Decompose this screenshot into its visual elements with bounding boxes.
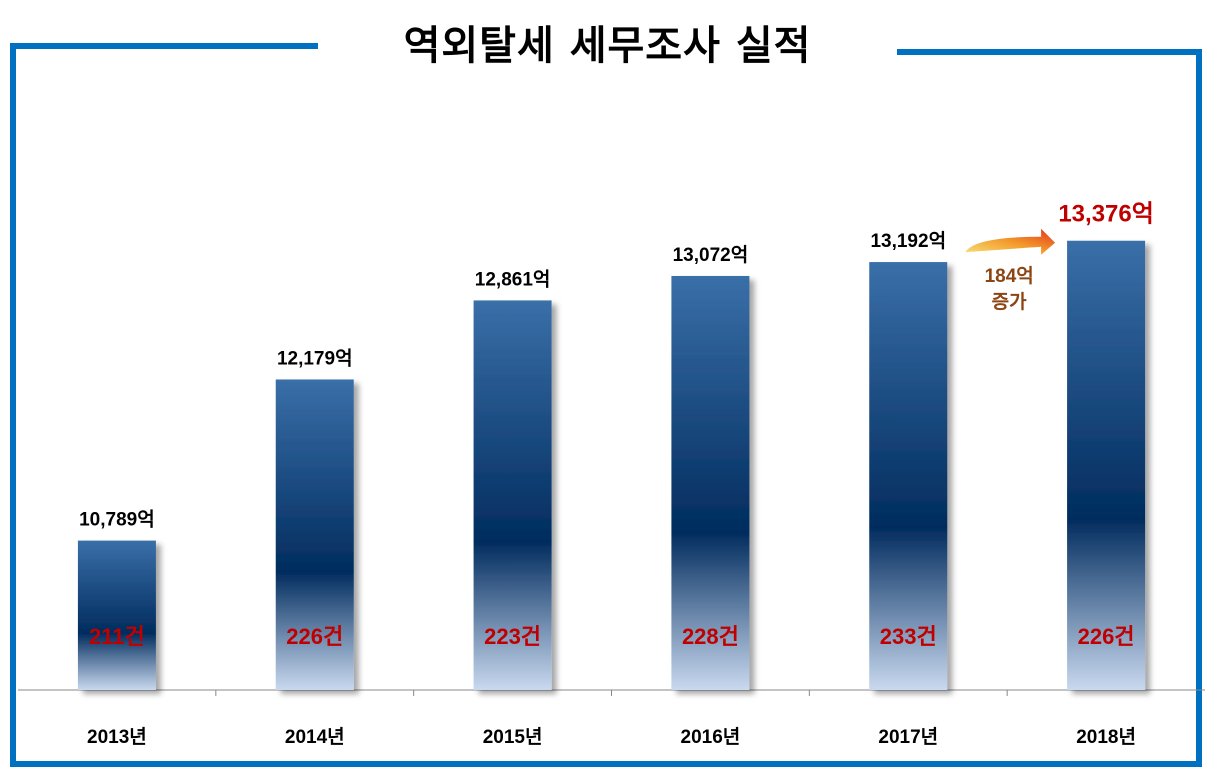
bar-value-label: 12,179억 [277, 347, 353, 369]
x-axis-ticks [215, 690, 1008, 696]
x-tick-label: 2017년 [878, 726, 938, 748]
bar-value-label: 12,861억 [475, 268, 551, 290]
growth-annotation-text: 증가 [992, 291, 1027, 313]
growth-annotation-amount: 184억 [985, 265, 1034, 287]
bar-count-label: 226건 [1078, 624, 1135, 649]
bar-count-label: 228건 [682, 624, 739, 649]
x-tick-label: 2014년 [285, 726, 345, 748]
bar-value-label: 13,376억 [1058, 201, 1154, 228]
bar [473, 300, 552, 690]
frame-border [10, 43, 1202, 767]
bars-group [77, 240, 1146, 690]
x-tick-label: 2015년 [483, 726, 543, 748]
x-tick-label: 2016년 [681, 726, 741, 748]
bar [1067, 240, 1146, 690]
x-tick-label: 2013년 [87, 726, 147, 748]
bar-count-label: 223건 [484, 624, 541, 649]
bar-count-label: 226건 [286, 624, 343, 649]
curved-arrow-icon [965, 228, 1056, 255]
bar [869, 262, 948, 690]
bar-count-label: 233건 [880, 624, 937, 649]
bar [77, 540, 156, 690]
bar-count-label: 211건 [89, 624, 145, 649]
bar [671, 275, 750, 690]
bar-value-label: 13,192억 [870, 230, 946, 252]
x-tick-label: 2018년 [1076, 726, 1136, 748]
bar [275, 379, 354, 690]
labels-group: 10,789억 211건 2013년 12,179억 226건 2014년 12,861억 2… [79, 201, 1154, 748]
chart-title: 역외탈세 세무조사 실적 [320, 14, 895, 78]
bar-value-label: 10,789억 [79, 509, 155, 531]
bar-value-label: 13,072억 [673, 244, 749, 266]
